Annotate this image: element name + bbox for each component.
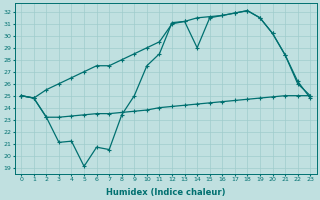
X-axis label: Humidex (Indice chaleur): Humidex (Indice chaleur): [106, 188, 226, 197]
